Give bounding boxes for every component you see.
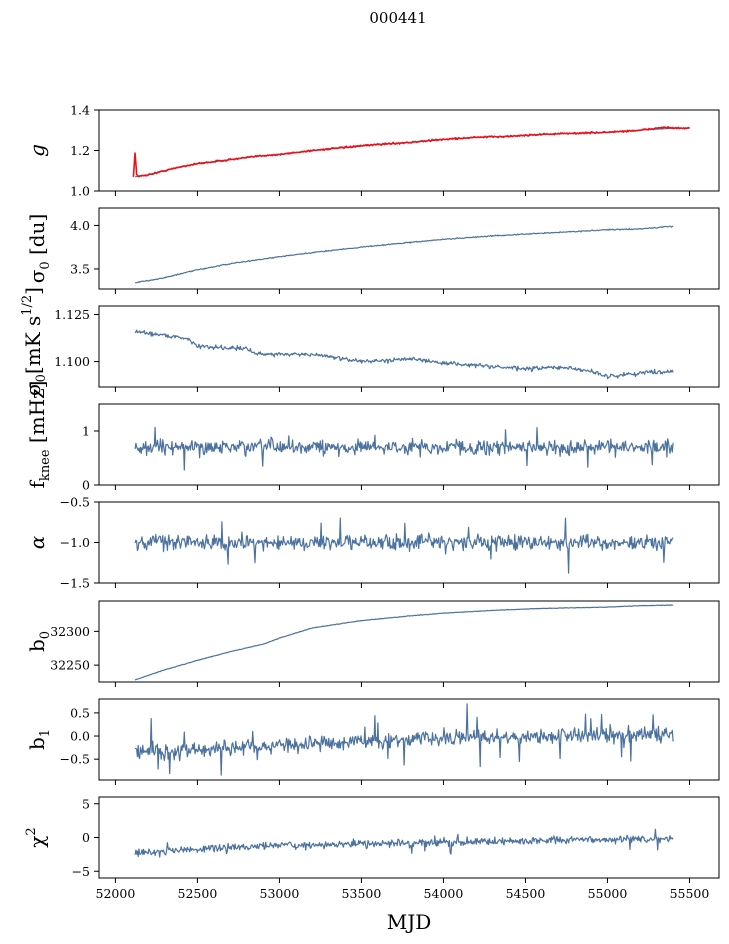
x-tick-label: 52500	[178, 886, 218, 901]
panel-b1: −0.5 0.0 0.5 b1	[25, 698, 720, 785]
panel-sigma0-du: 3.5 4.0 σ0 [du]	[25, 207, 720, 294]
y-axis-label: σ0[mK s1/2]	[20, 287, 49, 396]
y-tick-label: 1.0	[70, 184, 90, 199]
y-tick-label: −1.0	[60, 535, 90, 550]
panels: 1.0 1.2 1.4 g 3.5 4.0 σ0 [du] 1.100 1.125 σ0[mK s…	[20, 103, 720, 901]
x-tick-label: 55000	[588, 886, 628, 901]
x-tick-label: 53500	[342, 886, 382, 901]
y-tick-label: −0.5	[60, 752, 90, 767]
x-tick-label: 54000	[424, 886, 464, 901]
panel-fknee: 0 1 fknee [mHz]	[25, 381, 720, 493]
figure-title: 000441	[369, 9, 426, 27]
y-axis-label: b1	[25, 729, 53, 750]
axes-frame	[98, 207, 720, 290]
x-tick-label: 52000	[96, 886, 136, 901]
y-tick-label: −5	[72, 864, 90, 879]
y-tick-label: 5	[82, 796, 90, 811]
series-line	[135, 225, 674, 284]
axes-frame	[98, 403, 720, 486]
panel-chi2: −5 0 5 52000 52500 53000 53500 54000 54500 55000 5…	[24, 796, 720, 901]
axes-frame	[98, 600, 720, 683]
y-axis-label: α	[25, 535, 49, 549]
x-axis-label: MJD	[387, 910, 432, 934]
y-tick-label: −1.5	[60, 576, 90, 591]
x-tick-label: 54500	[506, 886, 546, 901]
axes-frame	[98, 698, 720, 781]
y-tick-label: 0	[82, 830, 90, 845]
series-line	[134, 517, 674, 574]
panel-sigma0-mk: 1.100 1.125 σ0[mK s1/2]	[20, 287, 720, 396]
y-axis-label: g	[25, 144, 49, 157]
y-axis-label: χ2	[24, 827, 49, 847]
y-tick-label: 1.125	[54, 307, 90, 322]
y-tick-label: 32250	[50, 658, 90, 673]
series-line	[134, 329, 674, 380]
x-tick-label: 53000	[260, 886, 300, 901]
series-line	[135, 127, 690, 178]
y-tick-label: 0.0	[70, 729, 90, 744]
panel-alpha: −1.5 −1.0 −0.5 α	[25, 495, 720, 591]
y-axis-label: fknee [mHz]	[25, 381, 53, 489]
series-line	[134, 604, 674, 681]
y-tick-label: −0.5	[60, 495, 90, 510]
series-line	[132, 126, 691, 178]
axes-frame	[98, 305, 720, 388]
series-line	[134, 828, 674, 858]
y-tick-label: 1	[82, 424, 90, 439]
series-line	[134, 703, 674, 776]
y-axis-label: σ0 [du]	[25, 214, 53, 284]
panel-g: 1.0 1.2 1.4 g	[25, 103, 720, 199]
y-tick-label: 32300	[50, 624, 90, 639]
axes-frame	[98, 109, 720, 192]
axes-frame	[98, 796, 720, 879]
series-line	[134, 426, 674, 471]
y-tick-label: 0.5	[70, 705, 90, 720]
y-tick-label: 1.2	[70, 143, 90, 158]
y-tick-label: 0	[82, 478, 90, 493]
y-tick-label: 1.4	[70, 103, 90, 118]
y-tick-label: 1.100	[54, 354, 90, 369]
y-tick-label: 3.5	[70, 261, 90, 276]
y-axis-label: b0	[25, 631, 53, 652]
y-tick-label: 4.0	[70, 218, 90, 233]
x-tick-label: 55500	[670, 886, 710, 901]
